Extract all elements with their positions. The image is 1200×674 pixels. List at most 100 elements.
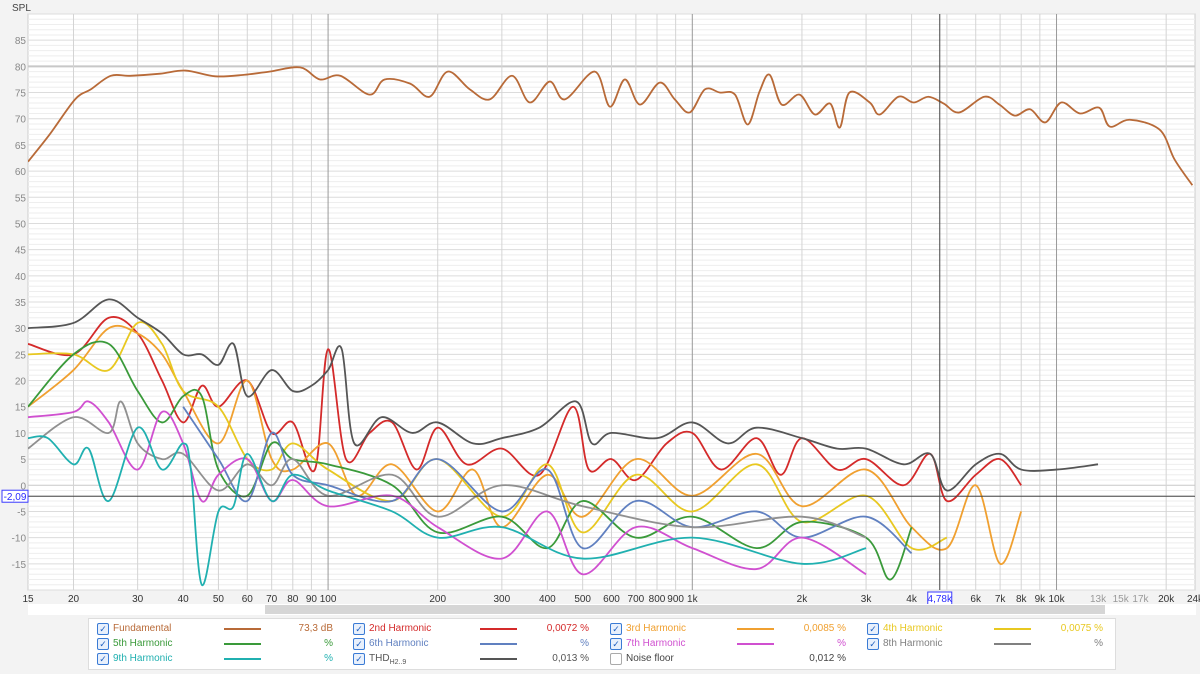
legend-value: %	[324, 638, 333, 649]
5th-harmonic-checkbox[interactable]: ✓	[97, 638, 109, 650]
x-tick-label: 600	[603, 594, 620, 604]
legend-swatch	[737, 628, 774, 630]
y-tick-label: 60	[15, 167, 27, 178]
horizontal-scrollbar[interactable]	[28, 604, 1196, 615]
x-tick-label: 17k	[1132, 594, 1149, 604]
x-tick-label: 1k	[687, 594, 699, 604]
x-tick-label: 90	[306, 594, 318, 604]
x-tick-label: 400	[539, 594, 556, 604]
legend-item-2nd-harmonic: ✓ 2nd Harmonic 0,0072 %	[353, 623, 603, 637]
x-tick-label: 13k	[1090, 594, 1107, 604]
legend-swatch	[480, 658, 517, 660]
legend-label: THDH2..9	[369, 653, 407, 666]
x-tick-label: 10k	[1048, 594, 1065, 604]
y-tick-label: 35	[15, 298, 27, 309]
legend-panel: ✓ Fundamental 73,3 dB ✓ 2nd Harmonic 0,0072 %…	[88, 618, 1116, 670]
legend-item-6th-harmonic: ✓ 6th Harmonic%	[353, 638, 603, 652]
legend-label: 9th Harmonic	[113, 653, 173, 664]
y-tick-label: 15	[15, 403, 27, 414]
x-tick-label: 700	[628, 594, 645, 604]
x-tick-label: 2k	[797, 594, 809, 604]
legend-value: 0,0085 %	[803, 623, 846, 634]
y-tick-label: 55	[15, 193, 27, 204]
y-axis-label: SPL	[12, 3, 31, 14]
legend-swatch	[224, 658, 261, 660]
x-tick-label: 7k	[995, 594, 1007, 604]
y-tick-label: 50	[15, 219, 27, 230]
series-line-thd	[28, 298, 1099, 492]
y-tick-label: 75	[15, 89, 27, 100]
legend-value: 73,3 dB	[298, 623, 333, 634]
x-tick-label: 15k	[1113, 594, 1130, 604]
cursor-level-label: -2,09	[4, 492, 27, 503]
x-tick-label: 8k	[1016, 594, 1028, 604]
7th-harmonic-checkbox[interactable]: ✓	[610, 638, 622, 650]
legend-value: %	[1094, 638, 1103, 649]
cursor-freq-label: 4,78k	[928, 594, 953, 604]
legend-label: Noise floor	[626, 653, 674, 664]
legend-label: 7th Harmonic	[626, 638, 686, 649]
x-tick-label: 4k	[906, 594, 918, 604]
series-line-9th-harmonic	[28, 426, 867, 586]
x-tick-label: 3k	[861, 594, 873, 604]
y-tick-label: 45	[15, 246, 27, 257]
x-tick-label: 900	[667, 594, 684, 604]
legend-label: 6th Harmonic	[369, 638, 429, 649]
legend-item-8th-harmonic: ✓ 8th Harmonic%	[867, 638, 1117, 652]
x-tick-label: 24k	[1187, 594, 1200, 604]
x-tick-label: 800	[649, 594, 666, 604]
y-tick-label: 70	[15, 115, 27, 126]
3rd-harmonic-checkbox[interactable]: ✓	[610, 623, 622, 635]
2nd-harmonic-checkbox[interactable]: ✓	[353, 623, 365, 635]
x-tick-label: 20k	[1158, 594, 1175, 604]
series-line-2nd-harmonic	[28, 316, 1022, 503]
y-tick-label: 40	[15, 272, 27, 283]
legend-value: 0,0075 %	[1060, 623, 1103, 634]
y-tick-label: 10	[15, 429, 27, 440]
legend-label: Fundamental	[113, 623, 172, 634]
x-tick-label: 70	[266, 594, 278, 604]
x-tick-label: 30	[132, 594, 144, 604]
noise-floor-checkbox[interactable]: ✓	[610, 653, 622, 665]
legend-swatch	[737, 643, 774, 645]
legend-item-4th-harmonic: ✓ 4th Harmonic 0,0075 %	[867, 623, 1117, 637]
6th-harmonic-checkbox[interactable]: ✓	[353, 638, 365, 650]
9th-harmonic-checkbox[interactable]: ✓	[97, 653, 109, 665]
distortion-chart[interactable]: SPL -2,094,78k85807570656055504540353025…	[0, 0, 1200, 606]
x-tick-label: 40	[178, 594, 190, 604]
legend-label: 5th Harmonic	[113, 638, 173, 649]
legend-item-7th-harmonic: ✓ 7th Harmonic%	[610, 638, 860, 652]
x-tick-label: 100	[320, 594, 337, 604]
legend-item-5th-harmonic: ✓ 5th Harmonic%	[97, 638, 347, 652]
series-line-7th-harmonic	[28, 400, 867, 576]
y-tick-label: 5	[20, 455, 26, 466]
legend-value: %	[324, 653, 333, 664]
8th-harmonic-checkbox[interactable]: ✓	[867, 638, 879, 650]
y-tick-label: 65	[15, 141, 27, 152]
legend-item-3rd-harmonic: ✓ 3rd Harmonic 0,0085 %	[610, 623, 860, 637]
y-tick-label: -5	[17, 507, 26, 518]
legend-item-9th-harmonic: ✓ 9th Harmonic%	[97, 653, 347, 667]
series-line-8th-harmonic	[28, 400, 867, 539]
fundamental-checkbox[interactable]: ✓	[97, 623, 109, 635]
scrollbar-thumb[interactable]	[265, 605, 1105, 614]
legend-label: 3rd Harmonic	[626, 623, 687, 634]
y-tick-label: 85	[15, 36, 27, 47]
x-tick-label: 50	[213, 594, 225, 604]
legend-swatch	[480, 628, 517, 630]
legend-item-fundamental: ✓ Fundamental 73,3 dB	[97, 623, 347, 637]
legend-value: 0,012 %	[809, 653, 846, 664]
x-tick-label: 500	[574, 594, 591, 604]
thd-checkbox[interactable]: ✓	[353, 653, 365, 665]
legend-value: %	[837, 638, 846, 649]
legend-swatch	[224, 643, 261, 645]
x-tick-label: 6k	[970, 594, 982, 604]
x-tick-label: 60	[242, 594, 254, 604]
x-tick-label: 9k	[1035, 594, 1047, 604]
4th-harmonic-checkbox[interactable]: ✓	[867, 623, 879, 635]
legend-item-thd: ✓ THDH2..9 0,013 %	[353, 653, 603, 667]
legend-swatch	[994, 643, 1031, 645]
series-line-5th-harmonic	[28, 340, 913, 581]
y-tick-label: -15	[12, 560, 27, 571]
